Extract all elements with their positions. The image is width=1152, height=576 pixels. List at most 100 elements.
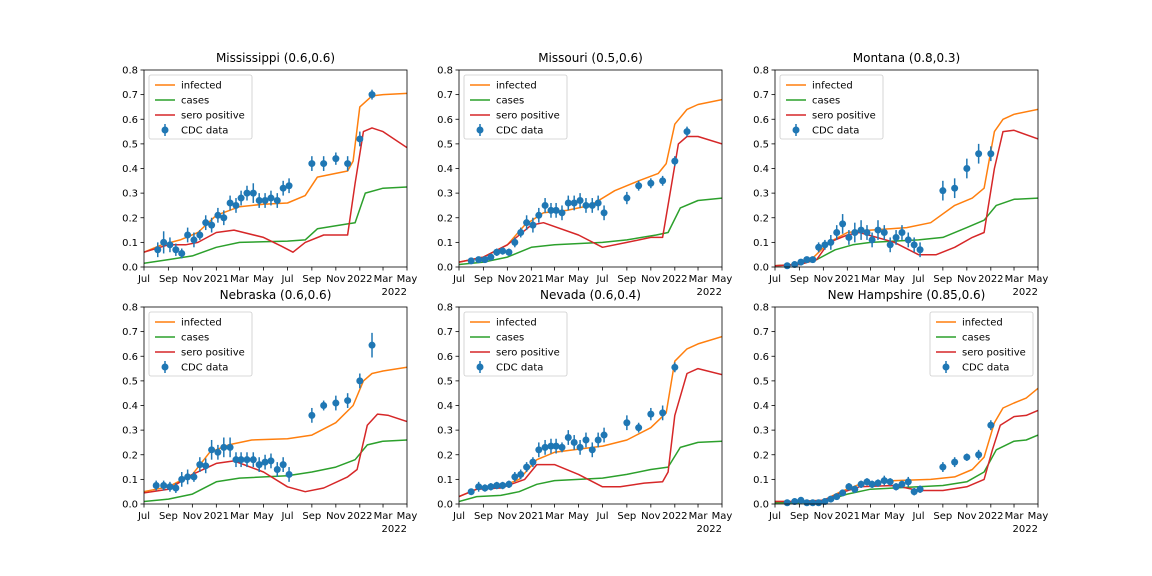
legend-label-infected: infected — [181, 81, 222, 92]
cdc-data-point — [868, 480, 876, 488]
cdc-marker — [803, 499, 811, 507]
cdc-marker — [255, 197, 263, 205]
legend-label-infected: infected — [812, 81, 853, 92]
cdc-data-point — [963, 453, 971, 461]
cdc-marker — [184, 473, 192, 481]
x-tick-label: 2021 — [204, 511, 229, 522]
cdc-data-point — [261, 193, 269, 208]
y-tick-label: 0.8 — [753, 66, 769, 77]
cdc-data-point — [493, 248, 501, 256]
legend-label-cdc: CDC data — [181, 363, 228, 374]
cdc-data-point — [594, 195, 602, 211]
cdc-marker — [332, 155, 340, 163]
x-tick-label: Mar — [1005, 274, 1025, 285]
cdc-data-point — [232, 452, 240, 468]
cdc-marker — [368, 341, 376, 349]
cdc-data-point — [886, 237, 894, 253]
series-line-infected — [459, 98, 722, 263]
cdc-data-point — [481, 256, 489, 264]
legend-label-cases: cases — [962, 333, 990, 344]
cdc-data-point — [845, 230, 853, 245]
cdc-marker — [582, 436, 590, 444]
x-tick-label: Mar — [545, 511, 565, 522]
x-tick-label: Mar — [861, 511, 881, 522]
cdc-data-point — [196, 230, 204, 240]
cdc-marker — [190, 473, 198, 481]
cdc-marker — [547, 442, 555, 450]
cdc-marker — [892, 233, 900, 241]
cdc-marker — [196, 231, 204, 239]
cdc-marker — [523, 463, 531, 471]
cdc-marker — [552, 442, 560, 450]
cdc-data-point — [821, 498, 829, 506]
cdc-marker — [951, 458, 959, 466]
cdc-data-point — [582, 432, 590, 448]
cdc-data-point — [154, 242, 162, 258]
y-tick-label: 0.7 — [122, 327, 138, 338]
cdc-data-point — [576, 193, 584, 208]
cdc-data-point — [582, 198, 590, 213]
x-tick-label: May — [568, 274, 589, 285]
cdc-data-point — [308, 156, 316, 171]
cdc-data-point — [783, 262, 791, 270]
legend-label-cases: cases — [812, 96, 840, 107]
cdc-data-point — [220, 210, 228, 226]
legend-label-cdc: CDC data — [181, 126, 228, 137]
legend: infected cases sero positive CDC data — [463, 311, 568, 377]
cdc-data-point — [898, 480, 906, 488]
cdc-data-point — [152, 480, 160, 491]
y-tick-label: 0.6 — [437, 115, 453, 126]
cdc-marker — [839, 489, 847, 497]
x-tick-label: Sep — [790, 274, 809, 285]
cdc-data-point — [184, 469, 192, 485]
cdc-data-point — [467, 257, 475, 265]
cdc-data-point — [220, 437, 228, 458]
y-tick-label: 0.6 — [753, 115, 769, 126]
x-tick-label: Nov — [498, 274, 518, 285]
cdc-data-point — [797, 258, 805, 266]
legend: infected cases sero positive CDC data — [463, 74, 568, 140]
cdc-marker — [898, 229, 906, 237]
cdc-data-point — [963, 158, 971, 179]
cdc-data-point — [232, 198, 240, 213]
y-tick-label: 0.0 — [437, 500, 453, 511]
cdc-data-point — [910, 487, 918, 496]
cdc-marker — [511, 238, 519, 246]
cdc-marker — [535, 446, 543, 454]
y-tick-label: 0.7 — [437, 90, 453, 101]
cdc-marker — [535, 211, 543, 219]
x-tick-label: May — [1028, 274, 1049, 285]
subplot-mississippi-0-6-0-6: Mississippi (0.6,0.6) 0.0 0.1 0.2 0.3 0.4 0.5 0… — [122, 51, 417, 298]
cdc-data-point — [467, 488, 475, 496]
cdc-marker — [344, 397, 352, 405]
legend-label-cdc: CDC data — [962, 363, 1009, 374]
cdc-data-point — [356, 373, 364, 389]
x-year-label: 2022 — [382, 287, 407, 298]
cdc-data-point — [320, 156, 328, 171]
cdc-marker — [582, 201, 590, 209]
legend-label-cases: cases — [181, 333, 209, 344]
cdc-marker — [868, 236, 876, 244]
y-tick-label: 0.5 — [437, 139, 453, 150]
cdc-marker — [356, 377, 364, 385]
cdc-marker — [368, 91, 376, 99]
cdc-marker — [594, 199, 602, 207]
cdc-marker — [892, 483, 900, 491]
cdc-marker — [939, 187, 947, 195]
cdc-marker — [261, 458, 269, 466]
cdc-marker — [356, 135, 364, 143]
y-tick-label: 0.2 — [122, 450, 138, 461]
cdc-data-point — [671, 362, 679, 373]
x-year-label: 2022 — [382, 524, 407, 535]
cdc-data-point — [279, 180, 287, 196]
cdc-data-point — [511, 237, 519, 248]
cdc-marker — [791, 498, 799, 506]
cdc-data-point — [499, 481, 507, 490]
cdc-data-point — [344, 393, 352, 408]
x-tick-label: Nov — [814, 274, 834, 285]
cdc-marker — [600, 209, 608, 217]
cdc-marker — [951, 184, 959, 192]
cdc-marker — [910, 241, 918, 249]
cdc-data-point — [273, 193, 281, 208]
